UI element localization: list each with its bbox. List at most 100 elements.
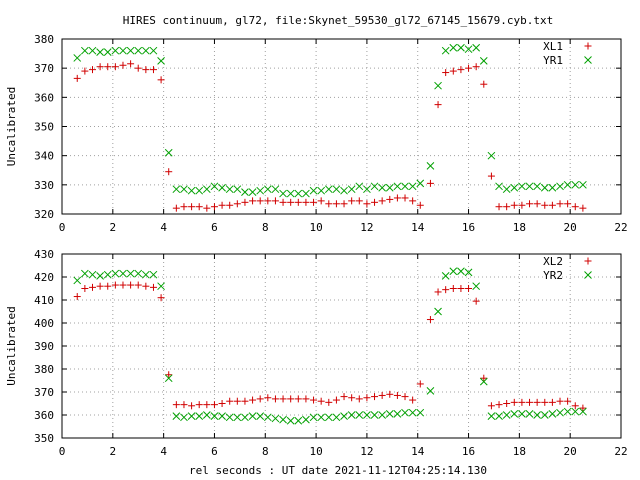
data-point	[487, 412, 496, 421]
data-point	[271, 197, 279, 205]
data-point	[187, 412, 196, 421]
data-point	[233, 397, 241, 405]
data-point	[119, 61, 127, 69]
y-tick-label: 420	[34, 271, 54, 284]
data-point	[286, 189, 295, 198]
data-point	[203, 401, 211, 409]
data-point	[134, 46, 143, 55]
data-point	[111, 46, 120, 55]
data-point	[370, 182, 379, 191]
x-tick-label: 16	[462, 445, 475, 458]
data-point	[81, 285, 89, 292]
data-point	[393, 391, 401, 399]
data-point	[127, 281, 135, 289]
data-point	[180, 413, 188, 422]
data-point	[126, 46, 135, 55]
data-point	[541, 398, 549, 406]
data-point	[472, 297, 480, 305]
data-point	[279, 189, 287, 198]
x-tick-label: 2	[110, 221, 117, 234]
data-point	[434, 81, 442, 90]
data-point	[157, 76, 165, 84]
data-point	[188, 402, 196, 410]
data-point	[188, 203, 196, 211]
data-point	[495, 412, 503, 421]
data-point	[134, 269, 143, 278]
y-tick-label: 370	[34, 386, 54, 399]
x-tick-label: 10	[309, 445, 322, 458]
chart-title: HIRES continuum, gl72, file:Skynet_59530…	[123, 14, 553, 27]
data-point	[271, 414, 280, 423]
y-tick-label: 340	[34, 150, 54, 163]
data-point	[408, 182, 417, 191]
data-point	[563, 407, 572, 416]
y-tick-label: 390	[34, 340, 54, 353]
data-point	[279, 198, 287, 206]
data-point	[149, 283, 157, 291]
data-point	[187, 186, 196, 195]
data-point	[510, 398, 518, 406]
data-point	[73, 293, 81, 301]
data-point	[449, 267, 458, 276]
data-point	[287, 395, 295, 403]
data-point	[134, 64, 142, 72]
data-point	[195, 186, 204, 195]
x-tick-label: 4	[160, 445, 167, 458]
data-point	[426, 162, 435, 170]
data-point	[149, 46, 158, 55]
data-point	[510, 201, 518, 209]
data-point	[286, 416, 295, 425]
data-point	[434, 307, 442, 316]
data-point	[556, 182, 564, 191]
data-point	[579, 407, 587, 416]
data-point	[81, 67, 89, 75]
y-tick-label: 430	[34, 248, 54, 261]
x-tick-label: 18	[513, 221, 526, 234]
data-point	[533, 398, 541, 406]
data-point	[111, 269, 120, 278]
data-point	[457, 43, 465, 52]
data-point	[218, 201, 226, 209]
data-point	[325, 398, 333, 406]
data-point	[317, 197, 325, 205]
data-point	[325, 200, 333, 208]
data-point	[119, 281, 127, 289]
data-point	[457, 285, 465, 292]
x-tick-label: 22	[614, 445, 627, 458]
data-point	[363, 200, 371, 208]
x-tick-label: 8	[262, 445, 269, 458]
data-point	[385, 409, 394, 418]
data-point	[157, 57, 165, 65]
data-point	[401, 182, 409, 191]
data-point	[386, 195, 394, 203]
y-tick-label: 330	[34, 179, 54, 192]
data-point	[441, 46, 450, 55]
data-point	[172, 204, 180, 212]
data-point	[218, 183, 226, 192]
data-point	[294, 395, 302, 403]
data-point	[172, 185, 181, 194]
data-point	[332, 396, 340, 404]
x-tick-label: 22	[614, 221, 627, 234]
data-point	[165, 371, 173, 379]
data-point	[416, 201, 424, 209]
data-point	[165, 168, 173, 176]
data-point	[111, 63, 119, 71]
data-point	[348, 197, 356, 205]
data-point	[495, 401, 503, 409]
data-point	[385, 183, 394, 192]
legend-label: YR2	[543, 269, 563, 282]
data-point	[294, 189, 303, 198]
data-point	[241, 413, 249, 422]
x-tick-label: 20	[564, 221, 577, 234]
data-point	[416, 408, 425, 417]
data-point	[355, 395, 363, 403]
data-point	[518, 182, 526, 191]
data-point	[172, 412, 181, 421]
data-point	[218, 412, 226, 421]
data-point	[347, 411, 356, 419]
data-point	[465, 64, 473, 72]
data-point	[233, 413, 242, 422]
data-point	[355, 411, 364, 419]
data-point	[256, 412, 265, 421]
